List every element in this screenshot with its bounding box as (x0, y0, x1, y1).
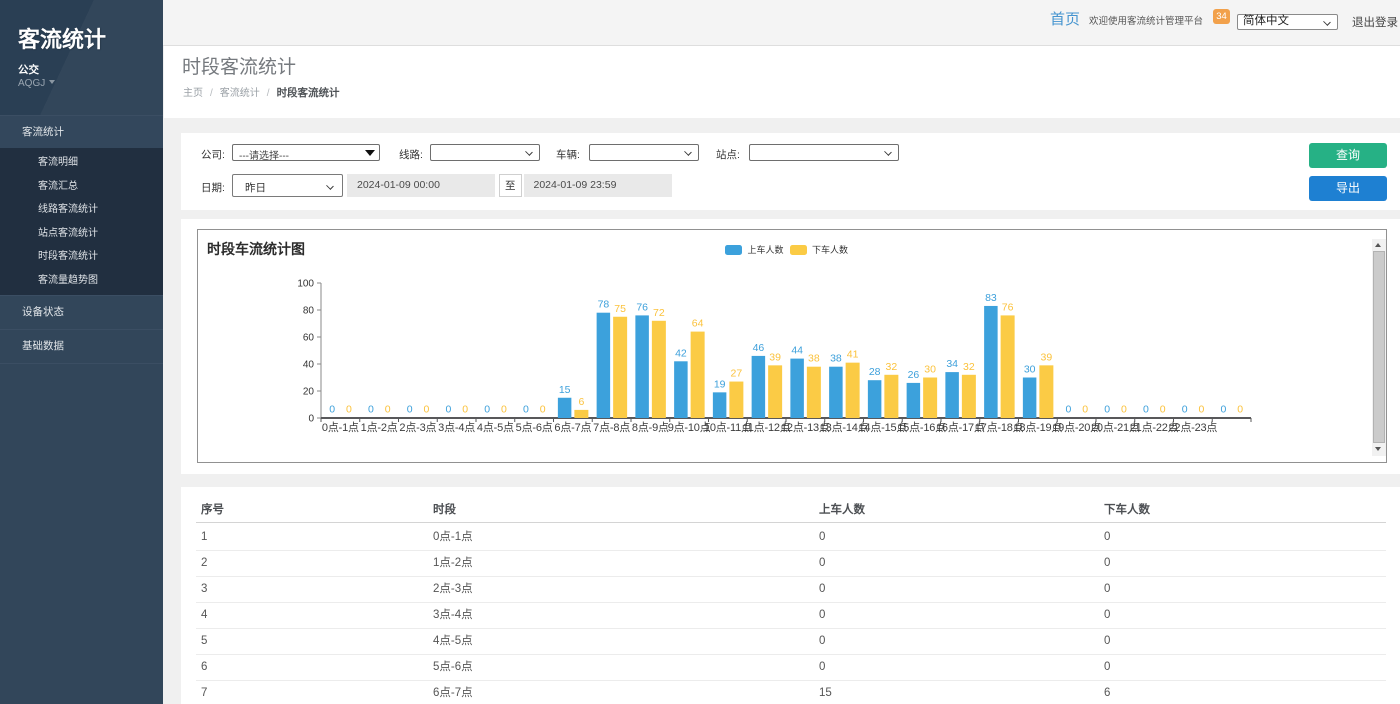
svg-text:0: 0 (501, 404, 507, 416)
svg-text:0: 0 (385, 404, 391, 416)
svg-text:0: 0 (1082, 404, 1088, 416)
svg-text:19点-20点: 19点-20点 (1052, 421, 1101, 434)
svg-text:38: 38 (830, 353, 842, 365)
svg-text:76: 76 (1002, 301, 1014, 313)
svg-text:32: 32 (963, 361, 975, 373)
svg-text:4点-5点: 4点-5点 (477, 421, 514, 434)
svg-text:13点-14点: 13点-14点 (820, 421, 869, 434)
svg-text:80: 80 (303, 306, 315, 317)
svg-text:18点-19点: 18点-19点 (1014, 421, 1063, 434)
svg-text:6: 6 (578, 396, 584, 408)
svg-text:38: 38 (808, 353, 820, 365)
svg-text:21点-22点: 21点-22点 (1130, 421, 1179, 434)
svg-text:0: 0 (1143, 404, 1149, 416)
svg-text:0: 0 (308, 414, 314, 425)
svg-text:15: 15 (559, 384, 571, 396)
svg-text:0: 0 (1160, 404, 1166, 416)
svg-text:5点-6点: 5点-6点 (516, 421, 553, 434)
svg-text:0: 0 (1237, 404, 1243, 416)
svg-text:0: 0 (1182, 404, 1188, 416)
svg-text:14点-15点: 14点-15点 (859, 421, 908, 434)
svg-text:9点-10点: 9点-10点 (668, 421, 711, 434)
svg-text:12点-13点: 12点-13点 (781, 421, 830, 434)
svg-text:0: 0 (1066, 404, 1072, 416)
svg-text:27: 27 (731, 368, 743, 380)
svg-text:22点-23点: 22点-23点 (1169, 421, 1218, 434)
svg-text:0: 0 (423, 404, 429, 416)
svg-text:46: 46 (753, 342, 765, 354)
svg-text:26: 26 (908, 369, 920, 381)
svg-text:0: 0 (462, 404, 468, 416)
svg-text:0: 0 (1221, 404, 1227, 416)
svg-text:19: 19 (714, 378, 726, 390)
svg-text:72: 72 (653, 307, 665, 319)
svg-text:0: 0 (368, 404, 374, 416)
svg-text:0: 0 (407, 404, 413, 416)
svg-text:42: 42 (675, 347, 687, 359)
svg-text:11点-12点: 11点-12点 (743, 421, 791, 434)
svg-text:34: 34 (946, 358, 958, 370)
svg-text:16点-17点: 16点-17点 (936, 421, 985, 434)
svg-text:2点-3点: 2点-3点 (399, 421, 436, 434)
svg-text:75: 75 (614, 303, 626, 315)
svg-text:10点-11点: 10点-11点 (704, 421, 752, 434)
svg-text:1点-2点: 1点-2点 (361, 421, 398, 434)
svg-text:32: 32 (886, 361, 898, 373)
svg-text:78: 78 (598, 299, 610, 311)
svg-text:0: 0 (1198, 404, 1204, 416)
svg-text:20点-21点: 20点-21点 (1091, 421, 1140, 434)
svg-text:3点-4点: 3点-4点 (438, 421, 475, 434)
svg-text:0点-1点: 0点-1点 (322, 421, 359, 434)
svg-text:15点-16点: 15点-16点 (897, 421, 946, 434)
svg-text:7点-8点: 7点-8点 (593, 421, 630, 434)
svg-text:0: 0 (1121, 404, 1127, 416)
svg-text:100: 100 (297, 279, 314, 290)
svg-text:76: 76 (636, 301, 648, 313)
svg-text:6点-7点: 6点-7点 (554, 421, 591, 434)
svg-text:0: 0 (523, 404, 529, 416)
svg-text:0: 0 (484, 404, 490, 416)
svg-text:30: 30 (924, 364, 936, 376)
svg-text:20: 20 (303, 387, 315, 398)
svg-text:64: 64 (692, 318, 704, 330)
svg-text:39: 39 (1041, 351, 1053, 363)
svg-text:0: 0 (329, 404, 335, 416)
svg-text:17点-18点: 17点-18点 (975, 421, 1024, 434)
svg-text:0: 0 (346, 404, 352, 416)
svg-text:39: 39 (769, 351, 781, 363)
svg-text:41: 41 (847, 349, 859, 361)
svg-text:83: 83 (985, 292, 997, 304)
svg-text:28: 28 (869, 366, 881, 378)
svg-text:44: 44 (791, 345, 803, 357)
svg-text:30: 30 (1024, 364, 1036, 376)
svg-text:8点-9点: 8点-9点 (632, 421, 669, 434)
svg-text:40: 40 (303, 360, 315, 371)
svg-text:0: 0 (1104, 404, 1110, 416)
svg-text:0: 0 (540, 404, 546, 416)
svg-text:0: 0 (446, 404, 452, 416)
svg-text:60: 60 (303, 333, 315, 344)
